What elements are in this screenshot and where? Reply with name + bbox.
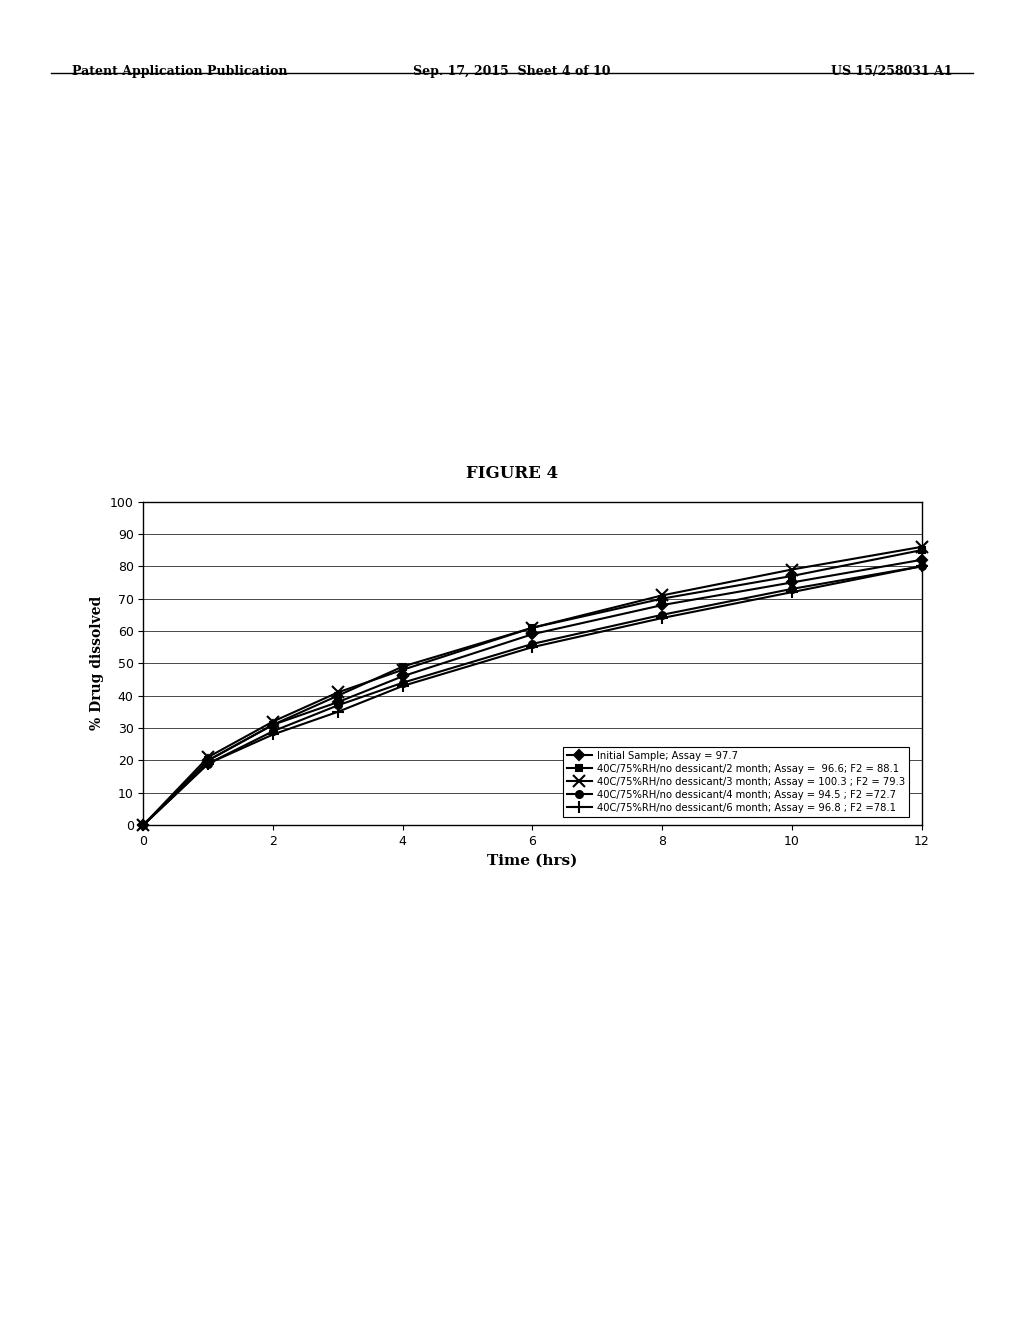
40C/75%RH/no dessicant/6 month; Assay = 96.8 ; F2 =78.1 bbox=[202, 755, 214, 771]
40C/75%RH/no dessicant/6 month; Assay = 96.8 ; F2 =78.1 bbox=[332, 704, 344, 719]
40C/75%RH/no dessicant/4 month; Assay = 94.5 ; F2 =72.7 bbox=[202, 755, 214, 771]
40C/75%RH/no dessicant/3 month; Assay = 100.3 ; F2 = 79.3 bbox=[332, 685, 344, 701]
Line: Initial Sample; Assay = 97.7: Initial Sample; Assay = 97.7 bbox=[140, 556, 925, 829]
40C/75%RH/no dessicant/2 month; Assay =  96.6; F2 = 88.1 bbox=[396, 659, 409, 675]
40C/75%RH/no dessicant/2 month; Assay =  96.6; F2 = 88.1 bbox=[526, 620, 539, 636]
X-axis label: Time (hrs): Time (hrs) bbox=[487, 853, 578, 867]
40C/75%RH/no dessicant/2 month; Assay =  96.6; F2 = 88.1 bbox=[656, 591, 669, 607]
40C/75%RH/no dessicant/4 month; Assay = 94.5 ; F2 =72.7 bbox=[396, 675, 409, 690]
40C/75%RH/no dessicant/3 month; Assay = 100.3 ; F2 = 79.3 bbox=[656, 587, 669, 603]
40C/75%RH/no dessicant/3 month; Assay = 100.3 ; F2 = 79.3 bbox=[396, 661, 409, 677]
Initial Sample; Assay = 97.7 bbox=[915, 552, 928, 568]
40C/75%RH/no dessicant/2 month; Assay =  96.6; F2 = 88.1 bbox=[137, 817, 150, 833]
40C/75%RH/no dessicant/6 month; Assay = 96.8 ; F2 =78.1 bbox=[915, 558, 928, 574]
40C/75%RH/no dessicant/4 month; Assay = 94.5 ; F2 =72.7 bbox=[915, 558, 928, 574]
40C/75%RH/no dessicant/4 month; Assay = 94.5 ; F2 =72.7 bbox=[137, 817, 150, 833]
40C/75%RH/no dessicant/6 month; Assay = 96.8 ; F2 =78.1 bbox=[396, 678, 409, 694]
Line: 40C/75%RH/no dessicant/6 month; Assay = 96.8 ; F2 =78.1: 40C/75%RH/no dessicant/6 month; Assay = … bbox=[137, 560, 928, 832]
Initial Sample; Assay = 97.7 bbox=[396, 668, 409, 684]
Text: FIGURE 4: FIGURE 4 bbox=[466, 465, 558, 482]
40C/75%RH/no dessicant/6 month; Assay = 96.8 ; F2 =78.1 bbox=[656, 610, 669, 626]
Initial Sample; Assay = 97.7 bbox=[202, 752, 214, 768]
Text: US 15/258031 A1: US 15/258031 A1 bbox=[830, 65, 952, 78]
40C/75%RH/no dessicant/3 month; Assay = 100.3 ; F2 = 79.3 bbox=[202, 750, 214, 766]
Initial Sample; Assay = 97.7 bbox=[656, 597, 669, 612]
Initial Sample; Assay = 97.7 bbox=[332, 694, 344, 710]
40C/75%RH/no dessicant/4 month; Assay = 94.5 ; F2 =72.7 bbox=[267, 723, 280, 739]
40C/75%RH/no dessicant/3 month; Assay = 100.3 ; F2 = 79.3 bbox=[267, 714, 280, 730]
Initial Sample; Assay = 97.7 bbox=[137, 817, 150, 833]
40C/75%RH/no dessicant/3 month; Assay = 100.3 ; F2 = 79.3 bbox=[526, 620, 539, 636]
40C/75%RH/no dessicant/4 month; Assay = 94.5 ; F2 =72.7 bbox=[526, 636, 539, 652]
Initial Sample; Assay = 97.7 bbox=[267, 717, 280, 733]
40C/75%RH/no dessicant/2 month; Assay =  96.6; F2 = 88.1 bbox=[267, 717, 280, 733]
40C/75%RH/no dessicant/2 month; Assay =  96.6; F2 = 88.1 bbox=[202, 752, 214, 768]
40C/75%RH/no dessicant/3 month; Assay = 100.3 ; F2 = 79.3 bbox=[137, 817, 150, 833]
40C/75%RH/no dessicant/6 month; Assay = 96.8 ; F2 =78.1 bbox=[267, 726, 280, 742]
Line: 40C/75%RH/no dessicant/4 month; Assay = 94.5 ; F2 =72.7: 40C/75%RH/no dessicant/4 month; Assay = … bbox=[140, 562, 925, 829]
40C/75%RH/no dessicant/4 month; Assay = 94.5 ; F2 =72.7 bbox=[656, 607, 669, 623]
Y-axis label: % Drug dissolved: % Drug dissolved bbox=[90, 597, 104, 730]
40C/75%RH/no dessicant/2 month; Assay =  96.6; F2 = 88.1 bbox=[915, 543, 928, 558]
40C/75%RH/no dessicant/6 month; Assay = 96.8 ; F2 =78.1 bbox=[526, 639, 539, 655]
Initial Sample; Assay = 97.7 bbox=[785, 574, 798, 590]
Legend: Initial Sample; Assay = 97.7, 40C/75%RH/no dessicant/2 month; Assay =  96.6; F2 : Initial Sample; Assay = 97.7, 40C/75%RH/… bbox=[563, 747, 909, 817]
Line: 40C/75%RH/no dessicant/2 month; Assay =  96.6; F2 = 88.1: 40C/75%RH/no dessicant/2 month; Assay = … bbox=[140, 546, 925, 829]
40C/75%RH/no dessicant/6 month; Assay = 96.8 ; F2 =78.1 bbox=[137, 817, 150, 833]
40C/75%RH/no dessicant/6 month; Assay = 96.8 ; F2 =78.1 bbox=[785, 585, 798, 601]
Initial Sample; Assay = 97.7 bbox=[526, 626, 539, 642]
40C/75%RH/no dessicant/2 month; Assay =  96.6; F2 = 88.1 bbox=[332, 688, 344, 704]
40C/75%RH/no dessicant/4 month; Assay = 94.5 ; F2 =72.7 bbox=[332, 697, 344, 713]
Text: Sep. 17, 2015  Sheet 4 of 10: Sep. 17, 2015 Sheet 4 of 10 bbox=[414, 65, 610, 78]
Text: Patent Application Publication: Patent Application Publication bbox=[72, 65, 287, 78]
40C/75%RH/no dessicant/3 month; Assay = 100.3 ; F2 = 79.3 bbox=[915, 539, 928, 554]
40C/75%RH/no dessicant/4 month; Assay = 94.5 ; F2 =72.7 bbox=[785, 581, 798, 597]
Line: 40C/75%RH/no dessicant/3 month; Assay = 100.3 ; F2 = 79.3: 40C/75%RH/no dessicant/3 month; Assay = … bbox=[138, 541, 927, 830]
40C/75%RH/no dessicant/3 month; Assay = 100.3 ; F2 = 79.3 bbox=[785, 561, 798, 577]
40C/75%RH/no dessicant/2 month; Assay =  96.6; F2 = 88.1 bbox=[785, 568, 798, 583]
